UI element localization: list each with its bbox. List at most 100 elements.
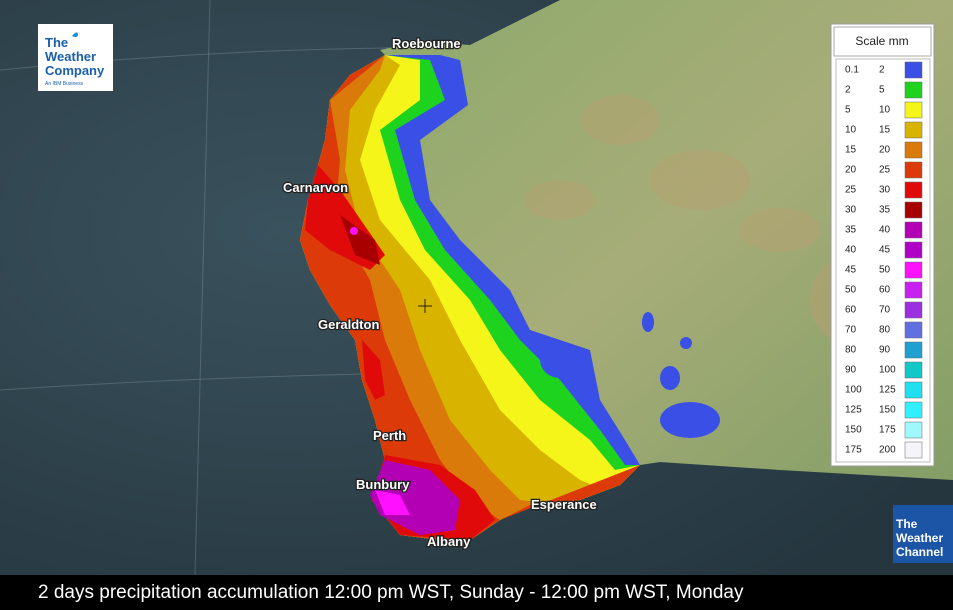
rain-band — [300, 55, 640, 540]
terrain — [650, 150, 750, 210]
legend-to: 45 — [879, 245, 891, 256]
logo-drop — [72, 32, 78, 38]
rain-patch — [540, 342, 580, 378]
logo-text: Weather — [45, 49, 96, 64]
terrain — [525, 180, 595, 220]
legend-from: 2 — [845, 85, 851, 96]
legend-to: 100 — [879, 365, 896, 376]
legend-from: 35 — [845, 225, 857, 236]
legend-swatch — [904, 61, 923, 79]
rain-patch — [660, 366, 680, 390]
channel-logo-text: Channel — [896, 545, 943, 559]
rain-band — [350, 227, 358, 235]
legend-to: 2 — [879, 65, 885, 76]
legend-from: 90 — [845, 365, 857, 376]
legend-swatch — [904, 281, 923, 299]
legend-from: 80 — [845, 345, 857, 356]
crosshair — [418, 299, 432, 313]
legend-to: 90 — [879, 345, 891, 356]
rain-patch — [642, 312, 654, 332]
legend-from: 30 — [845, 205, 857, 216]
city-label: Roebourne — [392, 36, 461, 51]
legend-swatch — [904, 221, 923, 239]
legend-from: 0.1 — [845, 65, 859, 76]
legend-from: 5 — [845, 105, 851, 116]
legend-to: 10 — [879, 105, 891, 116]
legend-from: 50 — [845, 285, 857, 296]
legend-swatch — [904, 361, 923, 379]
legend-to: 50 — [879, 265, 891, 276]
legend-from: 20 — [845, 165, 857, 176]
legend-swatch — [904, 421, 923, 439]
rain-band — [362, 340, 385, 400]
legend-to: 5 — [879, 85, 885, 96]
channel-logo-box — [893, 505, 953, 563]
legend-from: 15 — [845, 145, 857, 156]
legend-swatch — [904, 161, 923, 179]
legend-swatch — [904, 441, 923, 459]
legend-swatch — [904, 401, 923, 419]
logo-text: Company — [45, 63, 105, 78]
caption-bar — [0, 575, 953, 610]
legend-from: 150 — [845, 425, 862, 436]
legend-title-box — [833, 26, 932, 57]
caption: 2 days precipitation accumulation 12:00 … — [38, 582, 744, 603]
legend-swatch — [904, 261, 923, 279]
legend-from: 125 — [845, 405, 862, 416]
legend-swatch — [904, 381, 923, 399]
legend-swatch — [904, 81, 923, 99]
legend-to: 175 — [879, 425, 896, 436]
city-label: Perth — [373, 428, 406, 443]
rain-patch — [680, 337, 692, 349]
legend-from: 60 — [845, 305, 857, 316]
legend-to: 15 — [879, 125, 891, 136]
rain-band — [340, 215, 380, 265]
legend-swatch — [904, 181, 923, 199]
city-labels: Roebourne Carnarvon Geraldton Perth Bunbury E… — [282, 35, 598, 551]
map-layer — [300, 0, 953, 540]
legend-to: 60 — [879, 285, 891, 296]
channel-logo-text: The — [896, 517, 918, 531]
channel-logo-text: Weather — [896, 531, 943, 545]
legend-swatch — [904, 201, 923, 219]
legend-to: 25 — [879, 165, 891, 176]
city-label: Geraldton — [318, 317, 379, 332]
legend-from: 70 — [845, 325, 857, 336]
city-label: Albany — [427, 534, 471, 549]
legend-from: 175 — [845, 445, 862, 456]
legend-from: 45 — [845, 265, 857, 276]
legend-title: Scale mm — [855, 34, 908, 48]
legend-to: 20 — [879, 145, 891, 156]
legend-swatch — [904, 241, 923, 259]
legend-swatch — [904, 121, 923, 139]
legend-to: 35 — [879, 205, 891, 216]
rain-patch — [660, 402, 720, 438]
rain-band — [375, 490, 410, 515]
city-label: Carnarvon — [283, 180, 348, 195]
city-label: Esperance — [531, 497, 597, 512]
legend-from: 10 — [845, 125, 857, 136]
legend-from: 100 — [845, 385, 862, 396]
legend-to: 80 — [879, 325, 891, 336]
logo-text: The — [45, 35, 68, 50]
legend-frame — [835, 58, 931, 463]
legend-to: 200 — [879, 445, 896, 456]
logo-tagline: An IBM Business — [45, 81, 84, 87]
legend-to: 150 — [879, 405, 896, 416]
rain-band — [370, 460, 460, 535]
city-label: Bunbury — [356, 477, 410, 492]
legend-to: 125 — [879, 385, 896, 396]
legend-to: 70 — [879, 305, 891, 316]
legend-to: 30 — [879, 185, 891, 196]
terrain — [580, 95, 660, 145]
legend-swatch — [904, 141, 923, 159]
legend-from: 25 — [845, 185, 857, 196]
legend-swatch — [904, 301, 923, 319]
legend-swatch — [904, 101, 923, 119]
terrain — [740, 208, 820, 252]
legend-swatch — [904, 321, 923, 339]
legend-from: 40 — [845, 245, 857, 256]
